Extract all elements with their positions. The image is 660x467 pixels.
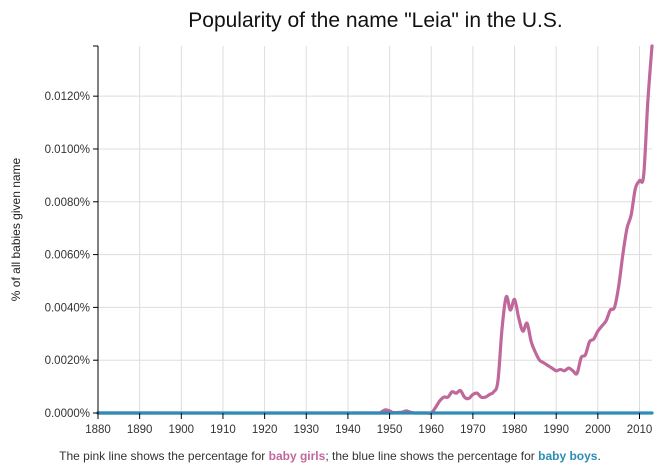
- legend-caption: The pink line shows the percentage for b…: [0, 449, 660, 463]
- x-tick-label: 1910: [210, 424, 236, 436]
- y-tick-label: 0.0020%: [45, 355, 90, 367]
- grid-lines: [98, 46, 652, 413]
- x-tick-label: 1960: [418, 424, 444, 436]
- y-tick-label: 0.0000%: [45, 408, 90, 420]
- series-layer: [96, 44, 654, 415]
- caption-suffix: .: [597, 449, 601, 463]
- y-axis-title: % of all babies given name: [9, 157, 23, 301]
- y-tick-label: 0.0060%: [45, 250, 90, 262]
- y-tick-label: 0.0080%: [45, 197, 90, 209]
- x-tick-label: 1930: [293, 424, 319, 436]
- x-tick-label: 1920: [252, 424, 278, 436]
- x-tick-label: 1940: [335, 424, 361, 436]
- x-tick-label: 1900: [169, 424, 195, 436]
- y-tick-label: 0.0120%: [45, 91, 90, 103]
- x-tick-label: 1970: [460, 424, 486, 436]
- x-tick-label: 1890: [127, 424, 153, 436]
- x-tick-label: 1950: [377, 424, 403, 436]
- chart-title: Popularity of the name "Leia" in the U.S…: [188, 9, 563, 32]
- caption-prefix: The pink line shows the percentage for: [59, 449, 269, 463]
- x-tick-label: 2000: [585, 424, 611, 436]
- x-tick-label: 1980: [502, 424, 528, 436]
- x-tick-label: 1990: [543, 424, 569, 436]
- axes: 0.0000% 0.0020% 0.0040% 0.0060% 0.0080% 0.010…: [45, 45, 653, 436]
- y-tick-label: 0.0100%: [45, 144, 90, 156]
- caption-girls: baby girls: [268, 449, 326, 463]
- caption-boys: baby boys: [538, 449, 598, 463]
- y-tick-label: 0.0040%: [45, 302, 90, 314]
- x-tick-label: 2010: [627, 424, 653, 436]
- caption-middle: ; the blue line shows the percentage for: [325, 449, 539, 463]
- x-tick-label: 1880: [85, 424, 111, 436]
